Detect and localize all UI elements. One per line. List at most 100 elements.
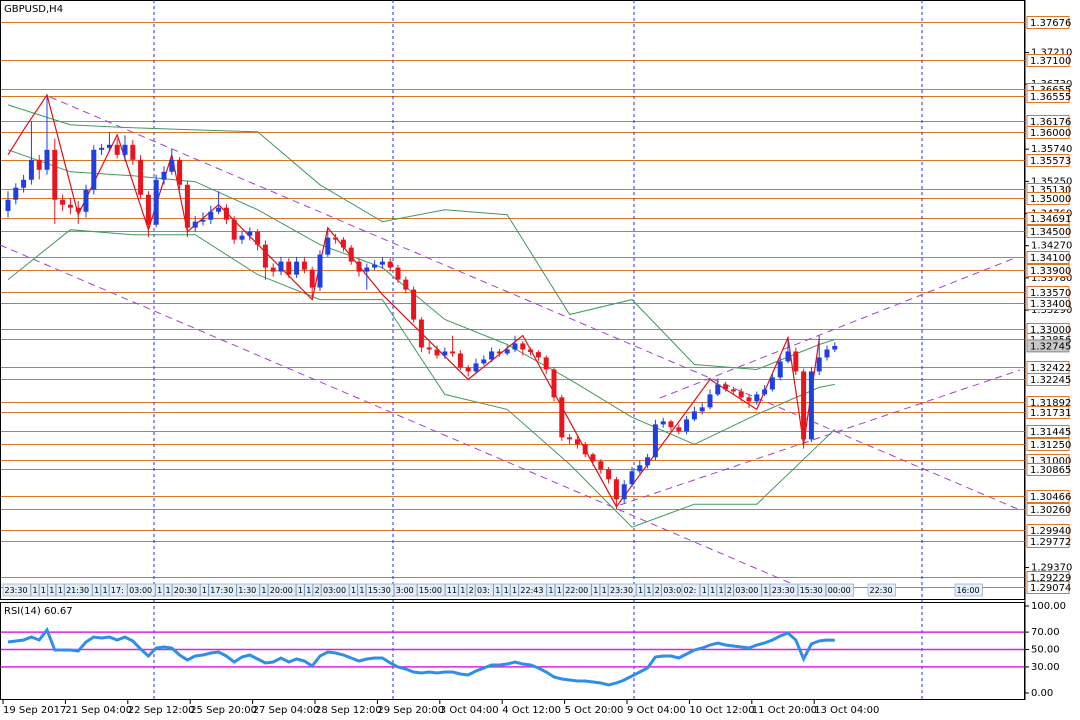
trade-label-box [501, 583, 511, 597]
x-tick-label: 4 Oct 12:00 [502, 705, 561, 716]
candle-body [223, 207, 229, 220]
candle-body [637, 465, 643, 472]
candle-body [379, 261, 385, 265]
trade-label: 1 [202, 586, 207, 595]
trade-label: 1 [359, 586, 364, 595]
y-tick-label: 0.00 [1031, 688, 1053, 699]
trade-label: 1 [495, 586, 500, 595]
candle-body [130, 144, 136, 160]
candle-body [75, 207, 81, 212]
candle-body [551, 369, 557, 398]
candle-body [535, 352, 541, 358]
trade-label-box [652, 583, 662, 597]
price-label: 1.31892 [1030, 398, 1071, 409]
trade-label: 2 [655, 586, 660, 595]
candle-body [520, 343, 526, 350]
candle-body [465, 367, 471, 372]
band-middle [7, 149, 835, 445]
band-upper [7, 104, 835, 371]
candle-body [169, 159, 175, 172]
price-label: 1.29074 [1030, 583, 1071, 594]
trade-label: 22:00 [565, 586, 588, 595]
candle-body [574, 439, 580, 445]
trade-label-box [733, 583, 762, 597]
candle-body [746, 397, 752, 402]
trade-label: 1 [298, 586, 303, 595]
candle-body [769, 377, 775, 390]
candle-body [161, 171, 167, 180]
price-label-box [1026, 425, 1070, 438]
trade-label-box [591, 583, 600, 597]
trade-label-box [47, 583, 56, 597]
candles [5, 94, 838, 510]
x-tick-label: 27 Sep 04:00 [253, 705, 320, 716]
trade-label-box [636, 583, 645, 597]
candle-body [44, 149, 50, 170]
trade-label-box [466, 583, 476, 597]
y-tick-label: 1.33290 [1031, 305, 1072, 316]
candle-body [684, 419, 690, 432]
trade-label-box [510, 583, 519, 597]
candle-body [301, 261, 307, 270]
trade-label: 1 [41, 586, 46, 595]
price-label-box [1026, 154, 1070, 167]
trade-label: 1 [646, 586, 651, 595]
price-label-box [1026, 581, 1070, 594]
price-label: 1.33900 [1030, 266, 1071, 277]
candle-body [738, 391, 744, 398]
trade-label: 1 [306, 586, 311, 595]
trade-label-box [155, 583, 164, 597]
trade-label: 02: [684, 586, 697, 595]
trade-label: 1 [504, 586, 509, 595]
candle-body [629, 471, 635, 485]
trade-label-box [172, 583, 201, 597]
trade-label: 1 [261, 586, 266, 595]
candle-body [364, 267, 370, 272]
y-tick-label: 1.29370 [1031, 563, 1072, 574]
trade-label: 1 [49, 586, 54, 595]
candle-body [567, 437, 573, 440]
trade-label: 1 [638, 586, 643, 595]
price-label: 1.37100 [1030, 56, 1071, 67]
candle-body [582, 444, 588, 455]
price-label: 1.32245 [1030, 375, 1071, 386]
candle-body [824, 349, 830, 358]
x-tick-label: 25 Sep 20:00 [190, 705, 257, 716]
channels [0, 96, 1021, 586]
trade-label-box [365, 583, 395, 597]
candle-body [652, 424, 658, 458]
trade-label: 22:30 [870, 586, 893, 595]
candle-body [91, 149, 97, 190]
candle-body [387, 261, 393, 268]
price-label-box [1026, 406, 1070, 419]
trade-label-box [699, 583, 709, 597]
price-label-box [1026, 90, 1070, 103]
trade-label-box [295, 583, 305, 597]
candle-body [231, 219, 237, 240]
candle-body [411, 289, 417, 320]
candle-body [239, 235, 245, 240]
candle-body [138, 159, 144, 195]
trade-label: 2 [469, 586, 474, 595]
price-label: 1.29940 [1030, 526, 1071, 537]
trade-label-box [554, 583, 564, 597]
trade-label: 00:00 [828, 586, 851, 595]
price-label-box [1026, 192, 1070, 205]
trade-label-box [267, 583, 297, 597]
price-label: 1.31731 [1030, 408, 1071, 419]
candle-body [504, 349, 510, 354]
candle-body [606, 469, 612, 480]
candle-body [801, 371, 807, 440]
trade-label: 22:43 [520, 586, 543, 595]
candle-body [177, 159, 183, 185]
price-label: 1.31250 [1030, 440, 1071, 451]
candle-body [816, 357, 822, 372]
price-label-box [1026, 251, 1070, 264]
price-label: 1.32422 [1030, 363, 1071, 374]
trade-label-box [100, 583, 110, 597]
candle-body [99, 147, 105, 150]
candle-body [21, 179, 27, 188]
